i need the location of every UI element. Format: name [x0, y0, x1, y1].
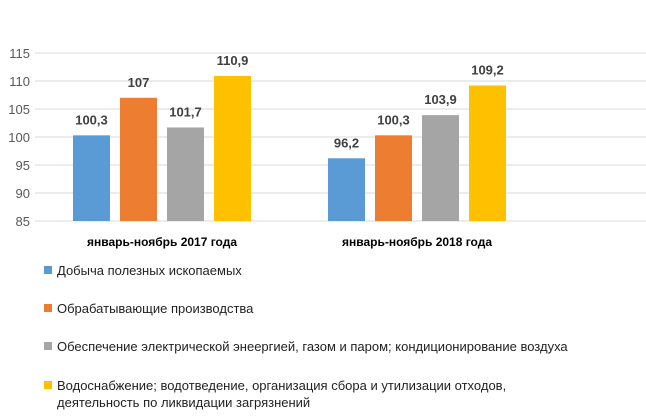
legend-label: Добыча полезных ископаемых: [57, 263, 242, 278]
legend-swatch: [44, 381, 52, 389]
y-tick-label: 85: [16, 214, 30, 229]
y-tick-label: 115: [9, 46, 30, 61]
data-label: 101,7: [169, 104, 202, 119]
data-label: 96,2: [334, 135, 359, 150]
bar: [73, 135, 110, 221]
y-tick-label: 105: [8, 102, 30, 117]
bar: [120, 97, 157, 221]
legend-swatch: [44, 266, 52, 274]
legend-label: Водоснабжение; водотведение, организация…: [57, 378, 507, 393]
bar: [375, 135, 412, 221]
bar-chart: 85 90 95 100 105 110 115 100,3 107 101,7 110,9 янва…: [8, 46, 646, 249]
data-label: 100,3: [75, 112, 108, 127]
x-category-label: январь-ноябрь 2018 года: [342, 235, 492, 249]
data-label: 110,9: [217, 53, 249, 68]
bar: [167, 127, 204, 221]
bar: [469, 85, 506, 221]
legend-item-energy: Обеспечение электрической энеергией, газ…: [44, 338, 568, 355]
legend-label: Обрабатывающие производства: [57, 301, 254, 316]
legend-swatch: [44, 304, 52, 312]
data-label: 107: [128, 75, 150, 90]
bar: [422, 115, 459, 221]
data-label: 100,3: [377, 112, 410, 127]
x-category-label: январь-ноябрь 2017 года: [87, 235, 237, 249]
bar: [214, 75, 251, 222]
data-label: 103,9: [424, 92, 457, 107]
legend-swatch: [44, 342, 52, 350]
legend-label: Обеспечение электрической энеергией, газ…: [57, 339, 568, 354]
legend-label-line2: деятельность по ликвидации загрязнений: [57, 395, 311, 410]
data-label: 109,2: [471, 62, 504, 77]
y-tick-label: 110: [9, 74, 30, 89]
legend-item-water: Водоснабжение; водотведение, организация…: [44, 377, 506, 411]
y-tick-label: 100: [8, 130, 30, 145]
legend-item-mining: Добыча полезных ископаемых: [44, 262, 242, 279]
y-tick-label: 90: [16, 186, 30, 201]
y-tick-label: 95: [16, 158, 30, 173]
legend-item-manufacturing: Обрабатывающие производства: [44, 300, 253, 317]
bar: [328, 158, 365, 221]
